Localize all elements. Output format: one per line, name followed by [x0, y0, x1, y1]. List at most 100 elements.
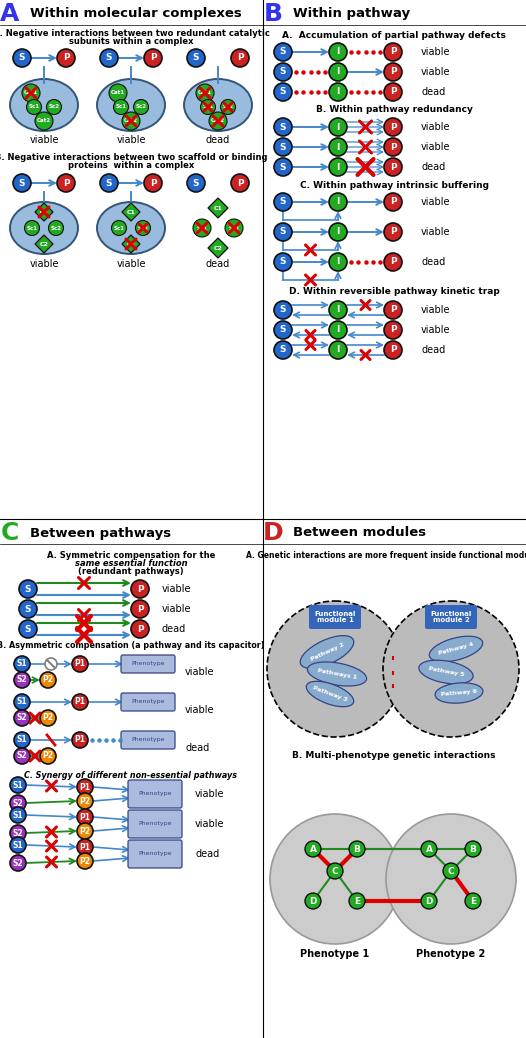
Text: S: S	[25, 604, 31, 613]
Circle shape	[77, 823, 93, 839]
Circle shape	[134, 100, 148, 114]
Text: I: I	[336, 87, 340, 97]
Polygon shape	[122, 235, 140, 253]
Text: viable: viable	[116, 135, 146, 145]
Text: dead: dead	[206, 260, 230, 269]
Text: Sc2: Sc2	[136, 105, 147, 109]
Text: dead: dead	[185, 743, 209, 753]
Circle shape	[14, 732, 30, 748]
Circle shape	[349, 893, 365, 909]
Text: C: C	[448, 867, 454, 875]
Text: C. Within pathway intrinsic buffering: C. Within pathway intrinsic buffering	[299, 182, 489, 191]
Circle shape	[77, 853, 93, 869]
Text: S: S	[280, 326, 286, 334]
Text: P2: P2	[79, 856, 90, 866]
Text: S: S	[25, 625, 31, 633]
Text: viable: viable	[421, 197, 450, 207]
Text: C: C	[1, 521, 19, 545]
Text: Sc2: Sc2	[48, 105, 59, 109]
Polygon shape	[208, 238, 228, 258]
Text: S: S	[280, 122, 286, 132]
Text: I: I	[336, 122, 340, 132]
Circle shape	[100, 174, 118, 192]
Text: viable: viable	[29, 260, 59, 269]
Circle shape	[274, 118, 292, 136]
Text: viable: viable	[162, 584, 191, 594]
Text: S1: S1	[17, 736, 27, 744]
Text: P: P	[137, 604, 143, 613]
Circle shape	[19, 620, 37, 638]
Text: S: S	[280, 197, 286, 207]
Text: P: P	[150, 54, 156, 62]
Circle shape	[384, 43, 402, 61]
Circle shape	[72, 732, 88, 748]
FancyBboxPatch shape	[309, 605, 361, 629]
Text: Pathway 5: Pathway 5	[428, 666, 464, 678]
Circle shape	[305, 893, 321, 909]
Text: Phenotype: Phenotype	[132, 661, 165, 666]
Text: viable: viable	[195, 819, 225, 829]
Text: I: I	[336, 257, 340, 267]
Circle shape	[40, 748, 56, 764]
Text: P: P	[137, 625, 143, 633]
Text: Phenotype 1: Phenotype 1	[300, 949, 370, 959]
Text: P2: P2	[79, 826, 90, 836]
Circle shape	[329, 321, 347, 339]
Circle shape	[421, 841, 437, 857]
Text: Phenotype 2: Phenotype 2	[417, 949, 485, 959]
Ellipse shape	[10, 79, 78, 131]
FancyBboxPatch shape	[121, 693, 175, 711]
Text: S1: S1	[17, 698, 27, 707]
Text: S: S	[106, 179, 112, 188]
Text: Sc2: Sc2	[137, 225, 148, 230]
Circle shape	[77, 809, 93, 825]
Text: S: S	[280, 67, 286, 77]
Text: Cat1: Cat1	[24, 90, 38, 95]
Text: proteins  within a complex: proteins within a complex	[68, 161, 194, 169]
Text: S: S	[19, 179, 25, 188]
Text: S: S	[280, 227, 286, 237]
Text: I: I	[336, 326, 340, 334]
Text: P1: P1	[75, 698, 86, 707]
Text: Sc1: Sc1	[116, 105, 126, 109]
Text: S2: S2	[17, 713, 27, 722]
Text: Pathways 1: Pathways 1	[317, 668, 357, 680]
Circle shape	[274, 193, 292, 211]
Text: viable: viable	[421, 67, 450, 77]
Text: I: I	[336, 163, 340, 171]
Circle shape	[386, 814, 516, 944]
Circle shape	[25, 220, 39, 236]
Circle shape	[384, 193, 402, 211]
Circle shape	[144, 174, 162, 192]
Text: B. Within pathway redundancy: B. Within pathway redundancy	[316, 106, 472, 114]
Circle shape	[10, 795, 26, 811]
Text: P: P	[390, 257, 396, 267]
Text: P: P	[390, 48, 396, 56]
Text: P: P	[63, 54, 69, 62]
Circle shape	[274, 83, 292, 101]
FancyBboxPatch shape	[121, 731, 175, 749]
Ellipse shape	[419, 660, 473, 684]
Circle shape	[193, 219, 211, 237]
Circle shape	[274, 138, 292, 156]
Text: Sc2: Sc2	[228, 225, 239, 230]
Text: viable: viable	[195, 789, 225, 799]
Circle shape	[187, 49, 205, 67]
FancyBboxPatch shape	[128, 780, 182, 808]
Circle shape	[274, 321, 292, 339]
Text: A: A	[1, 2, 19, 26]
Text: A. Genetic interactions are more frequent inside functional modules: A. Genetic interactions are more frequen…	[246, 550, 526, 559]
Text: Pathway 2: Pathway 2	[309, 643, 345, 662]
Circle shape	[274, 253, 292, 271]
Circle shape	[274, 158, 292, 176]
Text: Pathway 3: Pathway 3	[312, 685, 348, 703]
Text: P: P	[390, 227, 396, 237]
Circle shape	[384, 83, 402, 101]
Text: viable: viable	[29, 135, 59, 145]
Text: P2: P2	[79, 796, 90, 805]
Circle shape	[384, 301, 402, 319]
Text: Cat1: Cat1	[111, 90, 125, 95]
Circle shape	[329, 301, 347, 319]
Text: S2: S2	[17, 752, 27, 761]
Text: S: S	[280, 48, 286, 56]
